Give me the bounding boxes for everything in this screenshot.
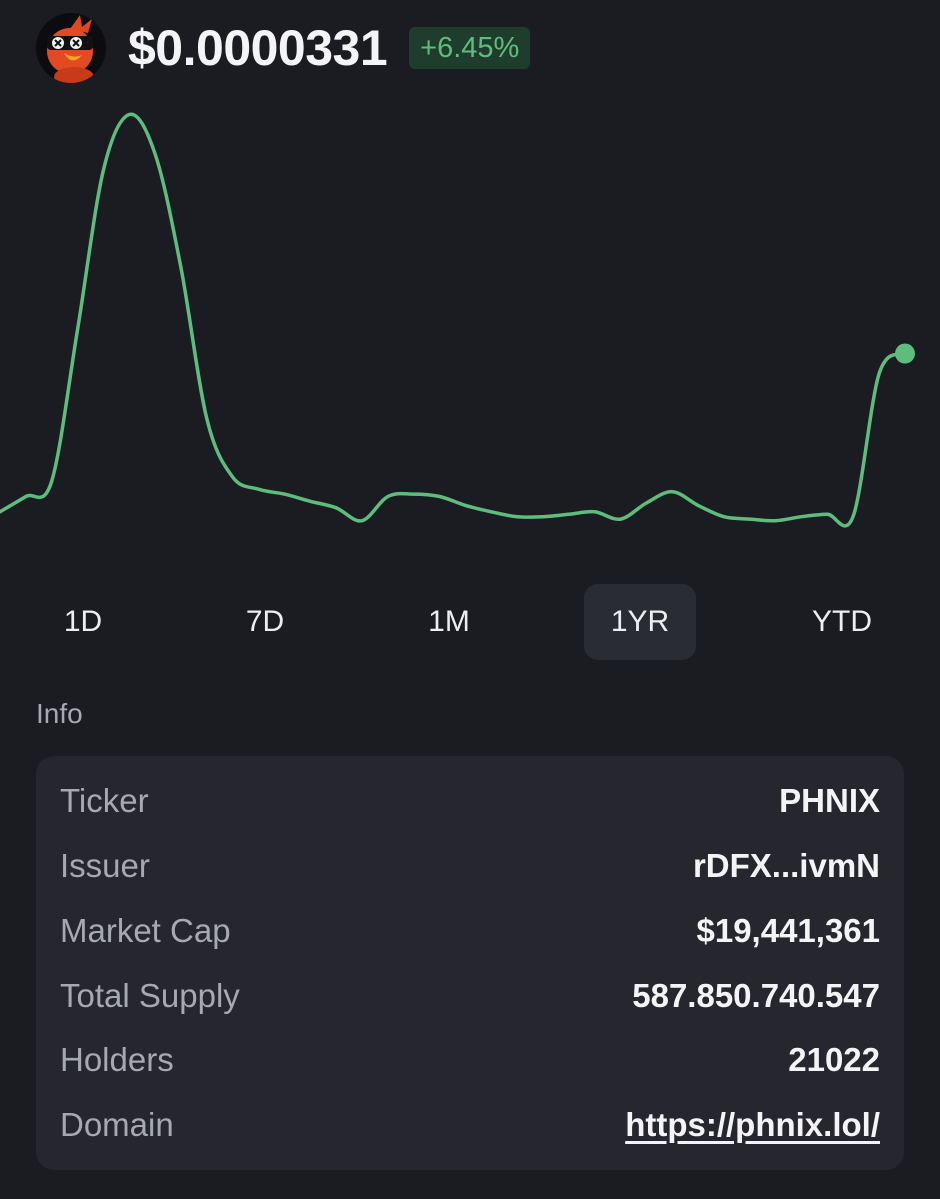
info-row-issuer: Issuer rDFX...ivmN	[60, 834, 880, 898]
price-line	[0, 112, 907, 528]
market-cap-value: $19,441,361	[696, 912, 880, 949]
tab-7d[interactable]: 7D	[245, 605, 285, 638]
info-key: Issuer	[60, 847, 150, 884]
tab-1d[interactable]: 1D	[63, 605, 103, 638]
info-section-title: Info	[36, 698, 83, 729]
current-price-point	[895, 343, 915, 364]
token-header: $0.0000331 +6.45%	[36, 10, 531, 86]
ticker-value: PHNIX	[779, 782, 880, 819]
info-key: Market Cap	[60, 912, 231, 949]
issuer-value: rDFX...ivmN	[692, 847, 880, 884]
total-supply-value: 587.850.740.547	[632, 977, 880, 1014]
holders-value: 21022	[788, 1041, 880, 1078]
info-row-holders: Holders 21022	[60, 1028, 880, 1092]
price-change-badge: +6.45%	[409, 27, 531, 69]
info-key: Total Supply	[60, 977, 240, 1014]
info-card: Ticker PHNIX Issuer rDFX...ivmN Market C…	[36, 756, 904, 1170]
info-row-ticker: Ticker PHNIX	[60, 769, 880, 833]
tab-1m[interactable]: 1M	[428, 605, 470, 638]
info-key: Ticker	[60, 782, 149, 819]
info-row-total-supply: Total Supply 587.850.740.547	[60, 964, 880, 1028]
info-key: Holders	[60, 1041, 174, 1078]
price-chart[interactable]	[0, 96, 940, 546]
info-key: Domain	[60, 1106, 174, 1143]
time-range-tabs: 1D 7D 1M 1YR YTD	[0, 584, 940, 660]
info-row-market-cap: Market Cap $19,441,361	[60, 899, 880, 963]
tab-ytd[interactable]: YTD	[812, 605, 872, 638]
info-row-domain: Domain https://phnix.lol/	[60, 1093, 880, 1157]
tab-1yr[interactable]: 1YR	[584, 584, 696, 660]
domain-link[interactable]: https://phnix.lol/	[625, 1106, 880, 1143]
token-price: $0.0000331	[128, 20, 388, 76]
phoenix-bird-avatar-icon	[36, 13, 106, 83]
